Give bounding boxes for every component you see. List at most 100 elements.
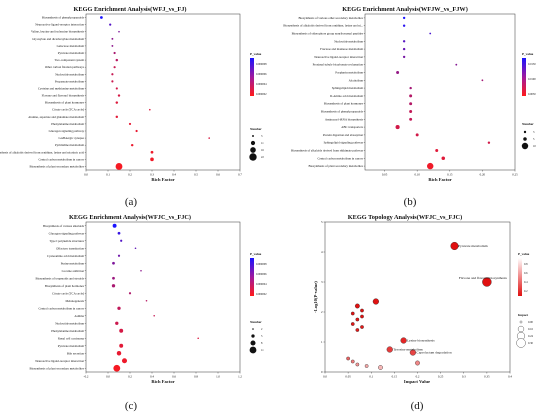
data-point bbox=[402, 40, 406, 43]
data-point bbox=[109, 23, 112, 26]
topology-point bbox=[354, 303, 360, 309]
y-category-label: Cyanoamino acid metabolism bbox=[47, 254, 85, 258]
data-point bbox=[117, 254, 121, 257]
panel-b-x-ticks: 0.05 0.10 0.15 0.20 0.25 bbox=[382, 170, 518, 177]
data-point bbox=[409, 110, 413, 113]
colorbar-tick-label: 0.0100 bbox=[528, 78, 536, 81]
panel-b-plot-area bbox=[364, 13, 516, 171]
panel-c-x-ticks: -0.2 0.0 0.2 0.4 0.6 0.8 1.0 1.2 bbox=[84, 372, 242, 379]
y-category-label: Glucagon signaling pathway bbox=[49, 231, 85, 235]
data-point bbox=[197, 337, 199, 340]
panel-b-pvalue-title: P_value bbox=[522, 52, 534, 56]
panel-b-number-title: Number bbox=[522, 122, 534, 126]
data-point bbox=[117, 306, 121, 310]
y-category-label: Biosynthesis of terpenoids and steroids bbox=[36, 276, 85, 280]
topology-point bbox=[364, 364, 369, 368]
y-category-label: Biosynthesis of various alkaloids bbox=[43, 224, 85, 228]
colorbar-tick-label: 0.8 bbox=[524, 263, 528, 266]
y-category-label: Aminoacyl-tRNA biosynthesis bbox=[325, 117, 364, 121]
colorbar-tick-label: 0.000008 bbox=[256, 63, 267, 66]
y-category-label: Phenylalanine metabolism bbox=[51, 329, 84, 333]
colorbar-tick-label: 0.000006 bbox=[256, 73, 267, 76]
size-legend-marker bbox=[517, 325, 525, 333]
panel-b-size-legend: 3 5 10 bbox=[521, 130, 536, 150]
panel-a-title: KEGG Enrichment Analysis(WFJ_vs_FJ) bbox=[74, 6, 187, 13]
y-category-label: Glyoxylate and dicarboxylate metabolism bbox=[32, 37, 84, 41]
size-legend-label: 16 bbox=[261, 149, 264, 152]
data-point bbox=[150, 157, 154, 162]
panel-d-annotations: Pyruvate metabolism Flavone and flavonol … bbox=[393, 244, 507, 355]
y-category-label: Olfactory transduction bbox=[56, 246, 84, 250]
size-legend-label: 3 bbox=[261, 135, 263, 138]
data-point bbox=[119, 328, 124, 333]
data-point bbox=[113, 51, 116, 55]
panel-a: KEGG Enrichment Analysis(WFJ_vs_FJ) Bios… bbox=[0, 6, 267, 208]
topology-point bbox=[360, 314, 364, 319]
data-point bbox=[455, 63, 458, 66]
x-tick-label: 0.6 bbox=[216, 173, 220, 177]
y-category-label: Biosynthesis of phenylpropanoids bbox=[42, 16, 85, 20]
point-annotation: Caprolactam degradation bbox=[416, 351, 452, 355]
y-category-label: Pyrimidine metabolism bbox=[55, 143, 85, 147]
data-point bbox=[112, 223, 117, 228]
data-point bbox=[119, 343, 124, 348]
x-tick-label: 0.05 bbox=[382, 173, 388, 177]
data-point bbox=[395, 125, 400, 130]
data-point bbox=[134, 247, 137, 250]
data-point bbox=[115, 58, 119, 62]
x-tick-label: 1.2 bbox=[238, 375, 242, 379]
y-category-label: Two-component system bbox=[54, 58, 84, 62]
panel-a-letter: (a) bbox=[125, 196, 138, 208]
data-point bbox=[130, 143, 134, 147]
size-legend-label: 0.30 bbox=[528, 342, 533, 345]
y-category-label: Neuroactive ligand-receptor interaction bbox=[314, 55, 363, 59]
y-category-label: Nucleotide metabolism bbox=[55, 321, 84, 325]
panel-a-colorbar bbox=[250, 58, 254, 96]
data-point bbox=[135, 129, 138, 133]
data-point bbox=[153, 314, 155, 317]
panel-a-plot-area bbox=[85, 13, 241, 171]
x-tick-label: 0.25 bbox=[512, 173, 518, 177]
topology-point bbox=[360, 308, 364, 313]
panel-d: KEGG Topology Analysis(WFJC_vs_FJC) -Log… bbox=[313, 214, 533, 412]
panel-a-x-ticks: 0.0 0.1 0.2 0.3 0.4 0.5 0.6 0.7 bbox=[84, 170, 242, 177]
data-point bbox=[128, 122, 132, 125]
y-category-label: Pyruvate metabolism bbox=[58, 344, 85, 348]
data-point bbox=[115, 321, 119, 325]
panel-c-title: KEGG Enrichment Analysis(WFJC_vs_FJC) bbox=[69, 214, 191, 221]
panel-d-points bbox=[346, 242, 492, 370]
data-point bbox=[140, 269, 142, 272]
topology-point bbox=[355, 362, 360, 367]
panel-a-points bbox=[100, 16, 210, 170]
size-legend-label: 0.00 bbox=[528, 321, 533, 324]
data-point bbox=[115, 115, 119, 119]
size-legend-marker bbox=[523, 137, 527, 141]
data-point bbox=[115, 101, 119, 104]
panel-c-colorbar-ticks: 0.000008 0.000006 0.000004 0.000002 bbox=[256, 263, 267, 296]
x-tick-label: 0.0 bbox=[323, 375, 327, 379]
x-tick-label: 0.15 bbox=[392, 375, 398, 379]
topology-point bbox=[482, 277, 492, 287]
topology-point bbox=[355, 328, 360, 332]
size-legend-marker bbox=[250, 140, 256, 146]
data-point bbox=[208, 137, 210, 139]
panel-b-letter: (b) bbox=[404, 196, 417, 208]
x-tick-label: 0.25 bbox=[438, 375, 444, 379]
x-tick-label: 0.20 bbox=[480, 173, 486, 177]
y-category-label: Biosynthesis of plant hormones bbox=[45, 101, 85, 105]
data-point bbox=[117, 231, 121, 235]
panel-d-impact-title: Impact bbox=[518, 313, 529, 317]
panel-d-x-ticks: 0.0 0.05 0.1 0.15 0.2 0.25 0.3 0.35 0.4 bbox=[323, 372, 512, 379]
colorbar-tick-label: 0.000004 bbox=[256, 283, 267, 286]
panel-c-colorbar bbox=[250, 258, 254, 296]
data-point bbox=[117, 94, 121, 97]
data-point bbox=[409, 102, 413, 106]
y-category-label: Asthma bbox=[74, 314, 84, 318]
size-legend-marker bbox=[252, 135, 254, 137]
data-point bbox=[113, 66, 116, 69]
data-point bbox=[111, 80, 114, 83]
topology-point bbox=[400, 337, 407, 344]
topology-point bbox=[415, 360, 420, 366]
size-legend-label: 2 bbox=[261, 328, 263, 331]
